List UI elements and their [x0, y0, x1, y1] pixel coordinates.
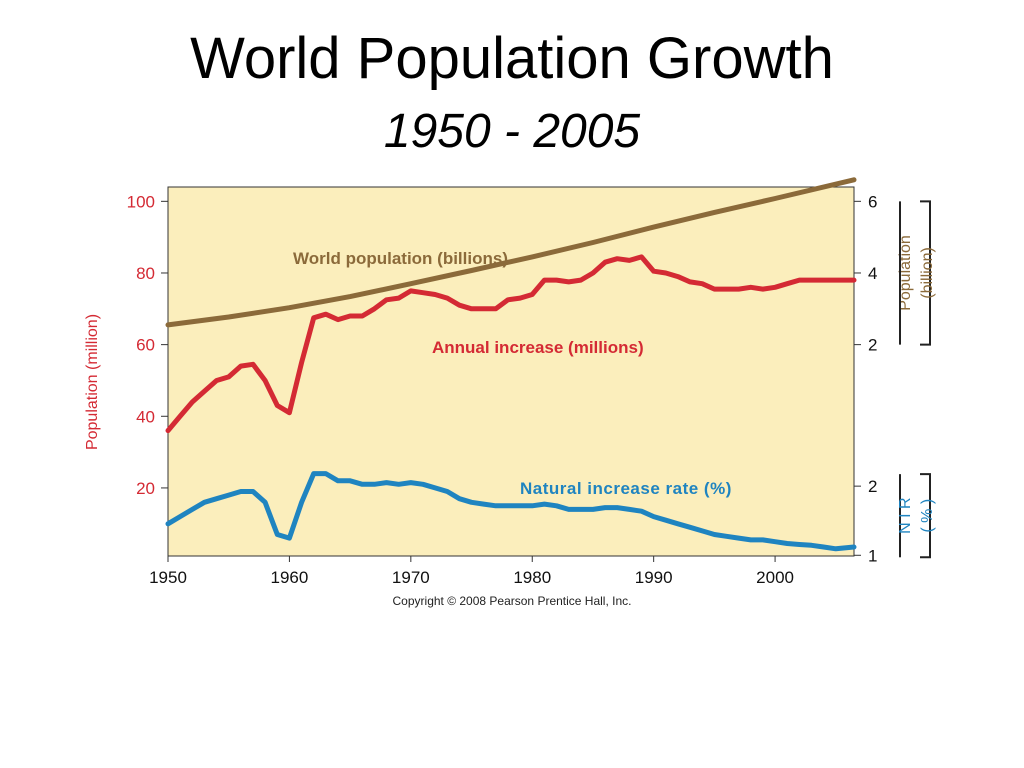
- right-pop-tick-label: 4: [868, 264, 877, 283]
- population-series-label: World population (billions): [293, 249, 508, 268]
- nir-series-label: Natural increase rate (%): [520, 479, 732, 498]
- nir-axis-label-line1: N I R: [897, 497, 914, 533]
- x-tick-label: 1990: [635, 568, 673, 587]
- annual-increase-series-label: Annual increase (millions): [432, 338, 644, 357]
- population-axis-label-line1: Population: [897, 235, 914, 311]
- left-axis-label: Population (million): [84, 314, 101, 450]
- left-tick-label: 40: [136, 407, 155, 426]
- population-axis-bracket: [920, 200, 931, 346]
- nir-axis-label-line2: ( % ): [919, 499, 936, 533]
- x-tick-label: 1980: [513, 568, 551, 587]
- population-axis-label-line2: (billion): [919, 247, 936, 299]
- nir-line: [165, 471, 857, 552]
- right-pop-tick-label: 6: [868, 192, 877, 211]
- left-tick-label: 80: [136, 264, 155, 283]
- right-nir-tick-label: 1: [868, 546, 877, 565]
- population-line: [165, 177, 857, 328]
- nir-axis-bracket: [920, 473, 931, 559]
- x-tick-label: 1950: [149, 568, 187, 587]
- chart-subtitle: 1950 - 2005: [383, 105, 641, 158]
- right-pop-tick-label: 2: [868, 336, 877, 355]
- plot-area: [167, 186, 855, 557]
- x-tick-label: 2000: [756, 568, 794, 587]
- annual-increase-line: [165, 254, 857, 434]
- right-nir-tick-label: 2: [868, 477, 877, 496]
- left-tick-label: 20: [136, 479, 155, 498]
- x-tick-label: 1960: [271, 568, 309, 587]
- left-tick-label: 100: [127, 192, 155, 211]
- x-tick-label: 1970: [392, 568, 430, 587]
- chart-title: World Population Growth: [190, 26, 834, 91]
- copyright-text: Copyright © 2008 Pearson Prentice Hall, …: [393, 594, 632, 608]
- left-tick-label: 60: [136, 336, 155, 355]
